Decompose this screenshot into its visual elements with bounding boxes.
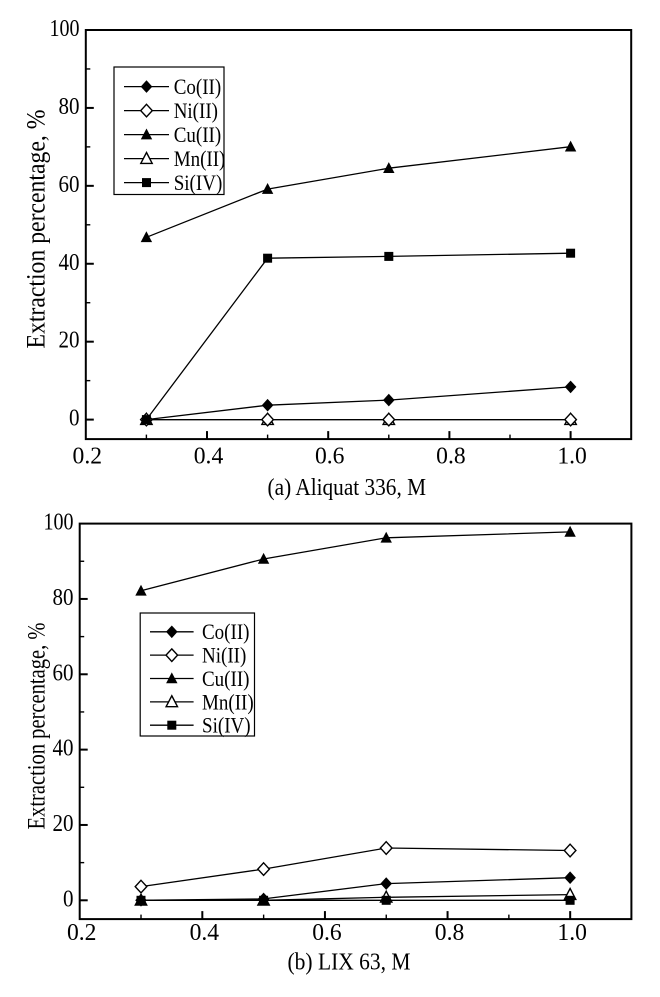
svg-text:40: 40 (53, 736, 74, 762)
svg-text:0: 0 (63, 886, 74, 912)
svg-text:100: 100 (44, 510, 74, 536)
svg-text:80: 80 (53, 585, 74, 611)
svg-text:Si(IV): Si(IV) (202, 713, 251, 738)
svg-text:(b) LIX 63, M: (b) LIX 63, M (288, 949, 411, 976)
svg-text:Co(II): Co(II) (174, 74, 222, 99)
svg-text:Co(II): Co(II) (202, 619, 250, 644)
svg-text:0.4: 0.4 (190, 920, 220, 946)
svg-text:Mn(II): Mn(II) (174, 146, 226, 171)
svg-text:Extraction percentage, %: Extraction percentage, % (21, 110, 51, 349)
svg-text:100: 100 (50, 16, 80, 42)
svg-text:80: 80 (59, 94, 80, 120)
svg-text:1.0: 1.0 (557, 920, 587, 946)
svg-text:0.6: 0.6 (312, 920, 342, 946)
svg-text:0.2: 0.2 (67, 920, 97, 946)
svg-text:0.2: 0.2 (73, 444, 103, 470)
svg-text:60: 60 (53, 660, 74, 686)
svg-text:Cu(II): Cu(II) (202, 666, 250, 691)
svg-text:40: 40 (59, 250, 80, 276)
svg-text:20: 20 (59, 328, 80, 354)
svg-text:20: 20 (53, 811, 74, 837)
svg-text:Cu(II): Cu(II) (174, 122, 222, 147)
svg-text:60: 60 (59, 172, 80, 198)
svg-text:Extraction percentage, %: Extraction percentage, % (23, 623, 50, 830)
svg-text:Ni(II): Ni(II) (174, 98, 218, 123)
svg-text:Si(IV): Si(IV) (174, 170, 223, 195)
svg-text:0.4: 0.4 (194, 444, 224, 470)
svg-text:0.8: 0.8 (436, 444, 466, 470)
svg-text:1.0: 1.0 (557, 444, 587, 470)
svg-text:0: 0 (69, 406, 80, 432)
svg-text:0.8: 0.8 (435, 920, 465, 946)
svg-text:Mn(II): Mn(II) (202, 689, 254, 714)
svg-text:0.6: 0.6 (315, 444, 345, 470)
svg-text:(a) Aliquat 336, M: (a) Aliquat 336, M (268, 474, 427, 501)
svg-text:Ni(II): Ni(II) (202, 643, 246, 668)
